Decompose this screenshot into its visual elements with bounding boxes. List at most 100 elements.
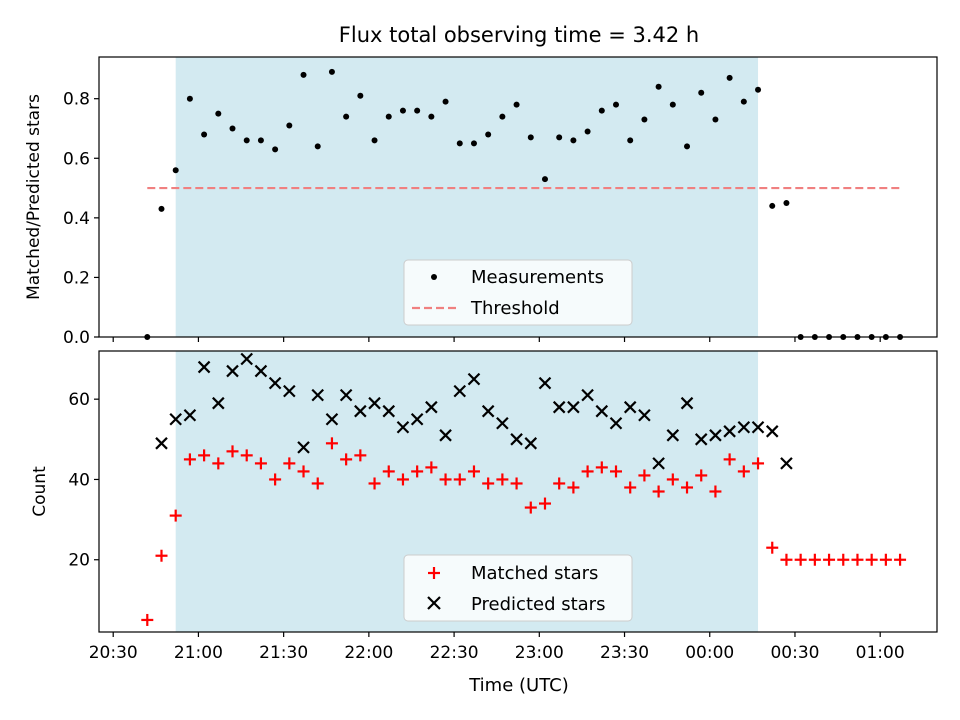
matched-star-point: [453, 473, 466, 486]
bottom-y-axis-label: Count: [30, 466, 50, 517]
predicted-star-point: [538, 376, 552, 390]
matched-star-point: [496, 473, 509, 486]
predicted-star-point: [254, 364, 268, 378]
x-tick-label: 00:30: [770, 643, 819, 663]
measurement-point: [371, 137, 378, 144]
measurement-point: [769, 202, 776, 209]
y-tick-label: 60: [68, 390, 90, 410]
legend-matched-label: Matched stars: [471, 563, 598, 584]
matched-star-point: [439, 473, 452, 486]
measurement-point: [357, 92, 364, 99]
matched-star-point: [666, 473, 679, 486]
predicted-star-point: [453, 384, 467, 398]
predicted-star-point: [382, 404, 396, 418]
x-tick-label: 23:30: [600, 643, 649, 663]
legend-measurements-marker: [431, 274, 437, 280]
measurement-point: [669, 101, 676, 108]
measurement-point: [499, 113, 506, 120]
matched-star-point: [823, 553, 836, 566]
measurement-point: [272, 146, 279, 153]
y-tick-label: 0.0: [63, 328, 90, 348]
predicted-star-point: [780, 457, 793, 470]
matched-star-point: [340, 453, 353, 466]
predicted-star-point: [283, 384, 296, 398]
predicted-star-point: [638, 408, 651, 422]
matched-star-point: [354, 449, 367, 462]
matched-star-point: [269, 473, 282, 486]
matched-star-point: [766, 541, 779, 554]
matched-star-point: [212, 457, 225, 470]
measurement-point: [740, 98, 747, 105]
measurement-point: [328, 68, 335, 75]
measurement-point: [726, 74, 733, 81]
x-axis-label: Time (UTC): [468, 675, 569, 696]
measurement-point: [470, 140, 477, 147]
measurement-point: [456, 140, 463, 147]
bottom-legend: Matched stars Predicted stars: [403, 554, 633, 622]
top-legend: Measurements Threshold: [403, 259, 633, 326]
measurements-points: [144, 68, 904, 340]
x-tick-label: 01:00: [856, 643, 905, 663]
legend-predicted-label: Predicted stars: [471, 594, 605, 615]
matched-star-point: [723, 453, 736, 466]
predicted-star-point: [623, 400, 637, 414]
predicted-star-point: [751, 420, 765, 434]
matched-star-point: [737, 465, 750, 478]
predicted-star-point: [524, 437, 538, 450]
matched-star-point: [325, 437, 338, 450]
measurement-point: [300, 71, 307, 78]
predicted-star-point: [212, 396, 225, 410]
measurement-point: [712, 116, 719, 123]
legend-measurements-label: Measurements: [471, 267, 604, 288]
matched-stars-points: [141, 437, 907, 626]
measurement-point: [627, 137, 634, 144]
predicted-star-point: [552, 400, 566, 414]
measurement-point: [243, 137, 250, 144]
predicted-star-point: [226, 364, 239, 378]
matched-star-point: [368, 477, 381, 490]
matched-star-point: [851, 553, 864, 566]
predicted-star-point: [169, 412, 182, 426]
matched-star-point: [581, 465, 594, 478]
matched-star-point: [169, 509, 182, 522]
bottom-panel: 20 40 60 20:30 21:00 21:30 22:00 22:30 23:00 23:…: [30, 350, 938, 696]
predicted-star-point: [197, 360, 211, 374]
measurement-point: [485, 131, 492, 138]
predicted-star-point: [694, 433, 708, 446]
predicted-star-point: [723, 425, 736, 438]
bottom-y-ticks: 20 40 60: [68, 390, 99, 571]
predicted-star-point: [297, 441, 310, 454]
predicted-star-point: [567, 400, 580, 414]
top-y-ticks: 0.0 0.2 0.4 0.6 0.8: [63, 90, 99, 348]
measurement-point: [641, 116, 648, 123]
matched-star-point: [382, 465, 395, 478]
legend-predicted-marker: [427, 596, 441, 610]
measurement-point: [399, 107, 406, 114]
bottom-axes-frame: [98, 350, 938, 633]
matched-star-point: [510, 477, 523, 490]
predicted-star-point: [652, 457, 665, 470]
measurement-point: [655, 83, 662, 90]
predicted-star-point: [268, 376, 282, 390]
top-panel: 0.00.20.40.60.8 Matched/Predicted stars …: [24, 56, 938, 348]
y-tick-label: 40: [68, 470, 90, 490]
predicted-star-point: [709, 429, 722, 442]
top-legend-box: [403, 259, 633, 326]
predicted-star-point: [368, 396, 381, 410]
measurement-point: [556, 134, 563, 141]
measurement-point: [527, 134, 534, 141]
matched-star-point: [297, 465, 310, 478]
matched-star-point: [837, 553, 850, 566]
measurement-point: [385, 113, 392, 120]
x-tick-label: 20:30: [89, 643, 138, 663]
matched-star-point: [652, 485, 665, 498]
matched-star-point: [183, 453, 196, 466]
matched-star-point: [879, 553, 892, 566]
matched-star-point: [240, 449, 253, 462]
measurement-point: [414, 107, 421, 114]
y-tick-label: 0.4: [63, 209, 90, 229]
bottom-legend-box: [403, 554, 633, 622]
matched-star-point: [141, 613, 154, 626]
measurement-point: [158, 205, 165, 212]
measurement-point: [257, 137, 264, 144]
